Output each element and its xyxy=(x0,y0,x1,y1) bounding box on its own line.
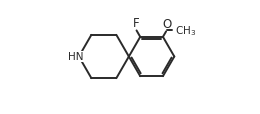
Text: HN: HN xyxy=(68,52,83,62)
Text: O: O xyxy=(162,18,171,31)
Text: F: F xyxy=(133,17,140,30)
Text: $\mathregular{CH_3}$: $\mathregular{CH_3}$ xyxy=(175,24,196,38)
